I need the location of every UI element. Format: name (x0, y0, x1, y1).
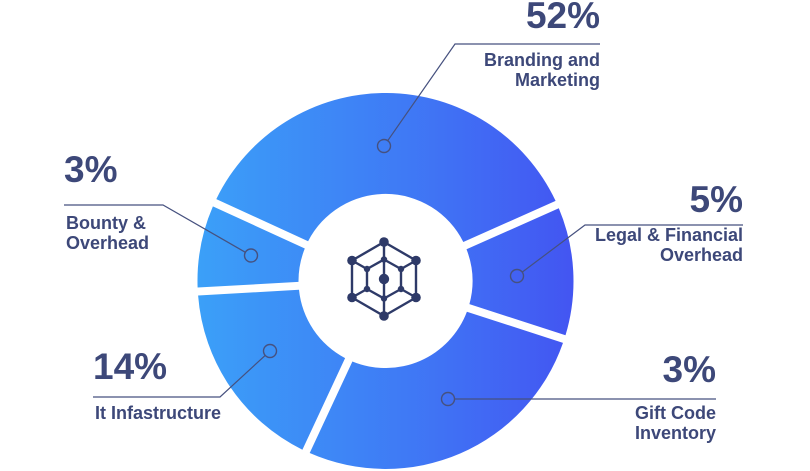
label-line: Marketing (514, 70, 600, 90)
gift-label: Gift Code Inventory (635, 403, 716, 443)
branding-percent: 52% (525, 0, 600, 36)
donut-segment-bounty (197, 206, 305, 288)
legal-marker-circle (509, 268, 525, 284)
label-line: It Infastructure (95, 403, 222, 423)
label-line: Branding and (484, 50, 600, 70)
donut-segment-legal (466, 208, 574, 336)
donut-segment-it (198, 289, 346, 450)
donut-segment-gift (309, 311, 563, 469)
it-percent: 14% (93, 346, 168, 387)
label-line: Gift Code (635, 403, 716, 423)
it-label: It Infastructure (95, 403, 221, 423)
branding-marker-circle (376, 138, 392, 154)
it-leader-line (93, 354, 266, 398)
branding-label: Branding and Marketing (484, 50, 600, 90)
bounty-leader-line (64, 204, 246, 253)
label-line: Bounty & (66, 213, 146, 233)
branding-leader-line (387, 43, 600, 142)
bounty-marker-circle (243, 248, 259, 263)
label-line: Legal & Financial (594, 225, 743, 245)
label-line: Overhead (659, 245, 743, 265)
bounty-percent: 3% (64, 149, 118, 190)
hexagon-network-icon (347, 237, 421, 321)
callout-leader-lines (64, 43, 743, 407)
donut-segment-branding (216, 93, 556, 242)
it-marker-circle (262, 343, 278, 359)
legal-percent: 5% (689, 179, 743, 220)
legal-leader-line (521, 224, 743, 273)
label-line: Inventory (634, 423, 716, 443)
gift-marker-circle (440, 391, 456, 407)
label-line: Overhead (66, 233, 150, 253)
donut-segments (197, 93, 574, 469)
bounty-label: Bounty & Overhead (66, 213, 149, 253)
legal-label: Legal & Financial Overhead (595, 225, 743, 265)
gift-percent: 3% (662, 349, 716, 390)
